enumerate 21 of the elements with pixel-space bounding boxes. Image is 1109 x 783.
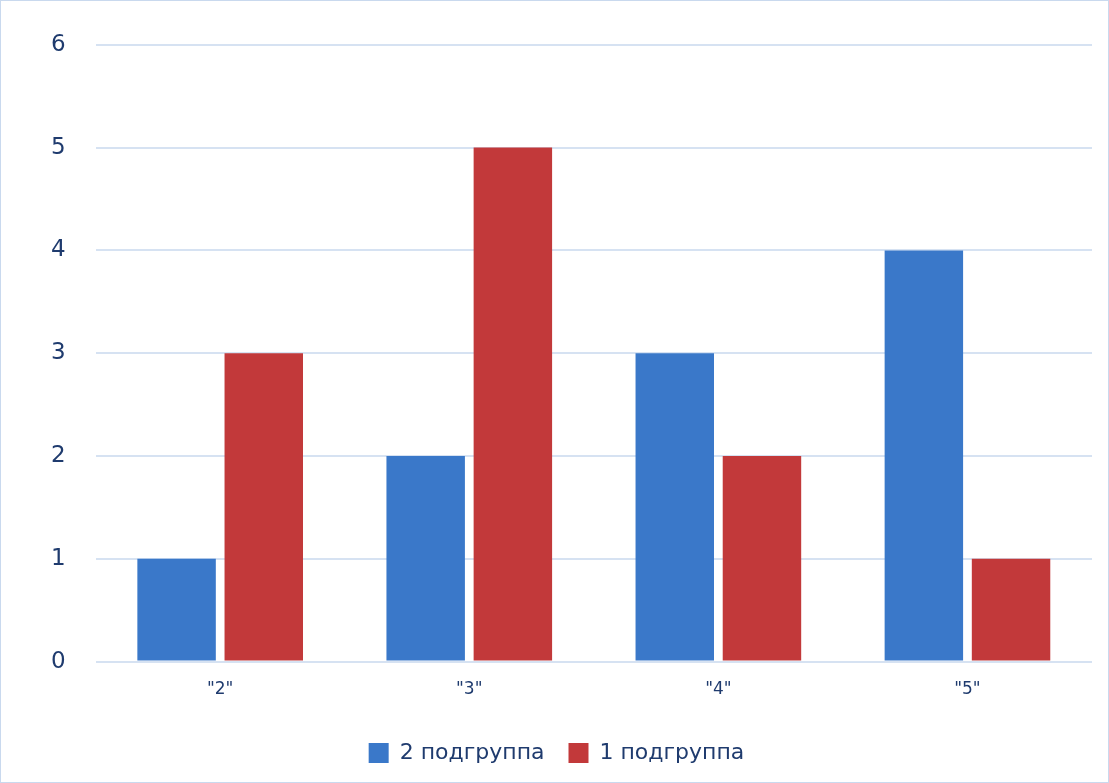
x-tick-label: "4" (705, 678, 732, 699)
legend-label: 1 подгруппа (599, 738, 745, 764)
bar (224, 353, 303, 661)
bar (884, 250, 964, 661)
x-tick-label: "5" (954, 678, 981, 699)
y-tick-label: 0 (50, 646, 66, 673)
legend-label: 2 подгруппа (399, 738, 545, 764)
y-tick-label: 4 (50, 235, 66, 262)
x-tick-label: "2" (206, 678, 234, 699)
x-tick-label: "3" (456, 678, 483, 699)
bar (971, 558, 1051, 661)
bar (722, 456, 802, 661)
y-tick-label: 5 (50, 132, 66, 159)
y-tick-label: 6 (50, 29, 66, 56)
bar (386, 456, 465, 661)
bar (137, 558, 216, 661)
y-tick-label: 1 (50, 543, 66, 570)
bar (473, 147, 553, 661)
y-tick-label: 3 (50, 338, 66, 365)
bar (635, 353, 714, 661)
y-tick-label: 2 (50, 440, 66, 467)
